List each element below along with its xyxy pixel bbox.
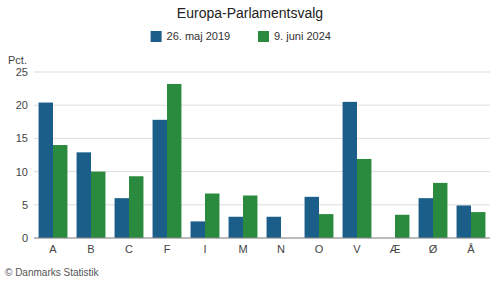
x-tick-label: Ø — [429, 243, 438, 255]
bar — [53, 145, 67, 238]
x-tick-label: C — [125, 243, 133, 255]
bar — [357, 159, 371, 238]
bar — [167, 84, 181, 238]
chart: Europa-Parlamentsvalg 0 5 10 15 20 25Pct. A B C F I… — [0, 0, 500, 282]
y-tick-label: 15 — [16, 132, 28, 144]
x-tick-label: Å — [467, 243, 475, 255]
bar — [343, 102, 357, 238]
legend-swatch — [258, 31, 269, 42]
legend-swatch — [151, 31, 162, 42]
y-tick-label: 20 — [16, 99, 28, 111]
x-tick-label: V — [353, 243, 361, 255]
bar — [305, 197, 319, 238]
chart-container: Europa-Parlamentsvalg 0 5 10 15 20 25Pct. A B C F I… — [0, 0, 500, 282]
bar — [419, 198, 433, 238]
y-tick-label: 10 — [16, 166, 28, 178]
footer: © Danmarks Statistik — [5, 267, 100, 278]
bar — [153, 120, 167, 238]
bar — [205, 194, 219, 238]
bars — [39, 84, 486, 238]
y-tick-label: 0 — [22, 232, 28, 244]
title: Europa-Parlamentsvalg — [177, 5, 323, 21]
bar — [457, 205, 471, 238]
bar — [77, 152, 91, 238]
bar — [129, 176, 143, 238]
legend-label: 26. maj 2019 — [167, 30, 231, 42]
bar — [243, 196, 257, 238]
bar — [115, 198, 129, 238]
bar — [267, 217, 281, 238]
bar — [39, 103, 53, 238]
y-tick-label: 5 — [22, 199, 28, 211]
legend-label: 9. juni 2024 — [274, 30, 331, 42]
bar — [433, 183, 447, 238]
x-tick-label: I — [203, 243, 206, 255]
x-axis-line — [34, 238, 490, 239]
y-axis-label: Pct. — [8, 54, 27, 66]
grid-line — [34, 105, 490, 106]
x-tick-label: O — [315, 243, 324, 255]
bar — [191, 221, 205, 238]
grid-line — [34, 238, 490, 239]
bar — [471, 212, 485, 238]
bar — [91, 172, 105, 238]
bar — [395, 215, 409, 238]
x-tick-label: Æ — [390, 243, 401, 255]
x-tick-label: M — [238, 243, 247, 255]
grid-line — [34, 72, 490, 73]
bar — [229, 217, 243, 238]
y-tick-label: 25 — [16, 66, 28, 78]
x-tick-label: A — [49, 243, 57, 255]
grid — [34, 72, 490, 238]
x-tick-label: B — [87, 243, 94, 255]
x-tick-label: F — [164, 243, 171, 255]
grid-line — [34, 138, 490, 139]
x-tick-label: N — [277, 243, 285, 255]
legend: 26. maj 2019 9. juni 2024 — [151, 30, 331, 42]
bar — [319, 214, 333, 238]
